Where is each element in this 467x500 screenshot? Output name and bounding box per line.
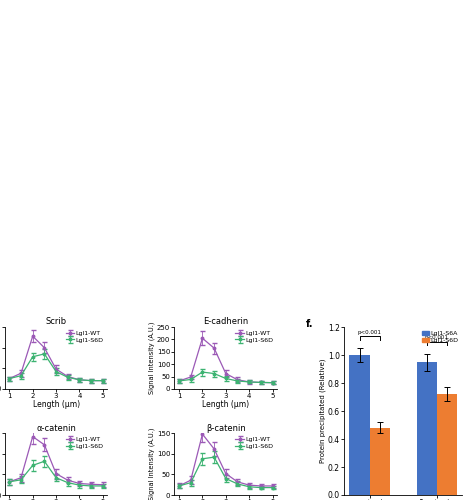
Text: p<0.001: p<0.001 — [425, 336, 449, 340]
X-axis label: Length (μm): Length (μm) — [33, 400, 80, 409]
Legend: Lgl1-WT, Lgl1-S6D: Lgl1-WT, Lgl1-S6D — [235, 330, 274, 343]
Title: α-catenin: α-catenin — [36, 424, 76, 432]
Bar — [370, 428, 390, 495]
Y-axis label: Signal Intensity (A.U.): Signal Intensity (A.U.) — [149, 322, 156, 394]
Text: f.: f. — [306, 318, 314, 328]
Title: Scrib: Scrib — [45, 318, 67, 326]
Y-axis label: Protein precipitated (Relative): Protein precipitated (Relative) — [320, 359, 326, 464]
Legend: Lgl1-WT, Lgl1-S6D: Lgl1-WT, Lgl1-S6D — [235, 436, 274, 450]
Bar — [417, 362, 437, 495]
Title: E-cadherin: E-cadherin — [203, 318, 248, 326]
Legend: Lgl1-WT, Lgl1-S6D: Lgl1-WT, Lgl1-S6D — [65, 330, 104, 343]
Bar — [349, 355, 370, 495]
Title: β-catenin: β-catenin — [206, 424, 246, 432]
Bar — [437, 394, 457, 495]
X-axis label: Length (μm): Length (μm) — [202, 400, 249, 409]
Text: p<0.001: p<0.001 — [358, 330, 382, 335]
Legend: Lgl1-S6A, Lgl1-S6D: Lgl1-S6A, Lgl1-S6D — [422, 330, 459, 344]
Legend: Lgl1-WT, Lgl1-S6D: Lgl1-WT, Lgl1-S6D — [65, 436, 104, 450]
Y-axis label: Signal Intensity (A.U.): Signal Intensity (A.U.) — [149, 428, 156, 500]
